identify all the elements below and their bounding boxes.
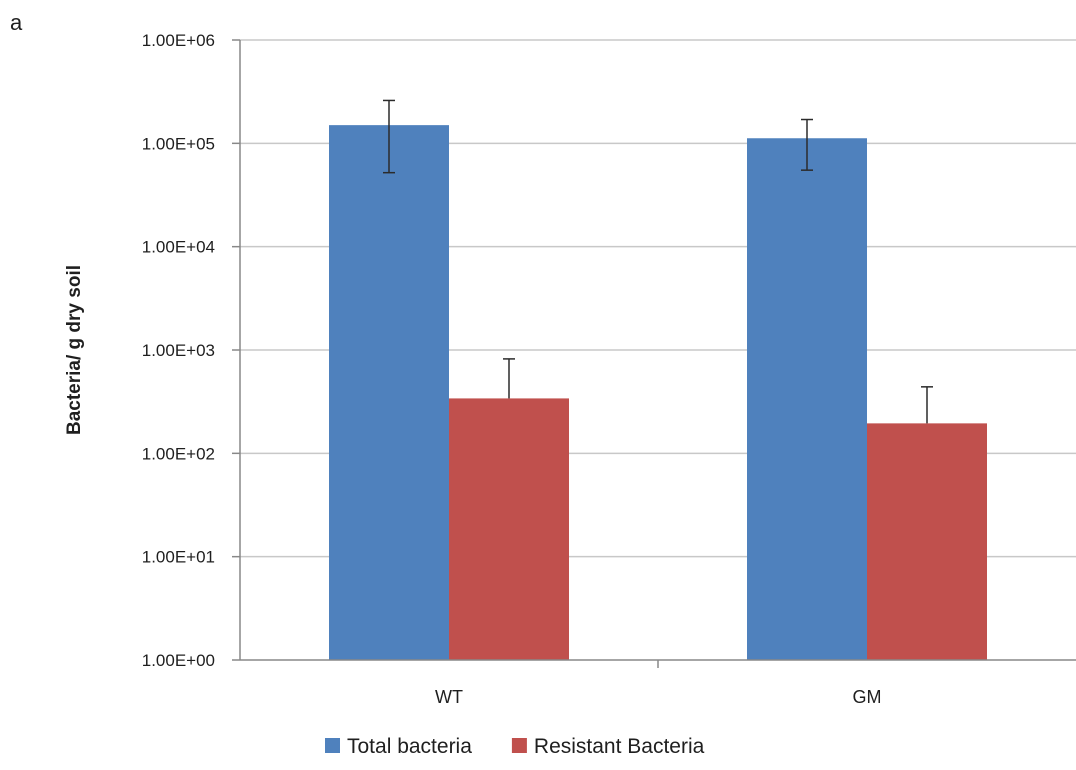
y-tick-label: 1.00E+05 (142, 134, 215, 153)
bars (329, 125, 987, 661)
x-tick-label: WT (435, 687, 463, 707)
bar-total-bacteria-wt (329, 125, 449, 661)
y-axis-label: Bacteria/ g dry soil (64, 265, 85, 435)
y-tick-label: 1.00E+02 (142, 444, 215, 463)
bar-total-bacteria-gm (747, 138, 867, 661)
y-tick-label: 1.00E+00 (142, 651, 215, 670)
bar-resistant-bacteria-wt (449, 398, 569, 660)
axes: 1.00E+00 1.00E+01 1.00E+02 1.00E+03 1.00E+04… (142, 31, 1076, 707)
x-tick-label: GM (853, 687, 882, 707)
legend-swatch (325, 738, 340, 753)
y-tick-label: 1.00E+01 (142, 548, 215, 567)
bar-resistant-bacteria-gm (867, 423, 987, 660)
y-tick-label: 1.00E+04 (142, 238, 215, 257)
legend-label: Resistant Bacteria (534, 735, 705, 758)
error-bars (383, 99, 933, 424)
legend: Total bacteria Resistant Bacteria (325, 735, 705, 758)
panel-label: a (10, 10, 23, 35)
legend-swatch (511, 738, 527, 753)
y-tick-label: 1.00E+06 (142, 31, 215, 50)
legend-label: Total bacteria (347, 735, 472, 758)
y-tick-label: 1.00E+03 (142, 341, 215, 360)
